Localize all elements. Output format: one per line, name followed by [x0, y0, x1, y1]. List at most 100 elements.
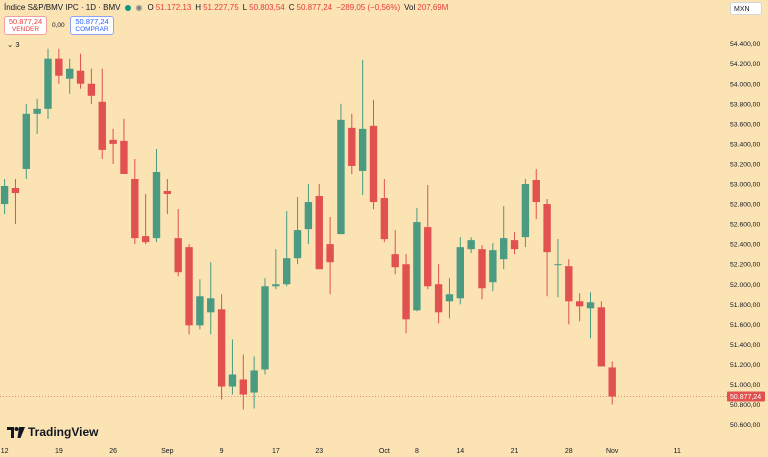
time-axis[interactable]: 12 19 26 Sep 9 17 23 Oct 8 14 21 28 Nov 11 — [1, 448, 681, 455]
price-tick-label: 51.400,00 — [730, 342, 760, 349]
price-tick-label: 52.800,00 — [730, 202, 760, 209]
close-label: C — [288, 3, 295, 12]
candle-up[interactable] — [196, 296, 204, 326]
candle-down[interactable] — [120, 140, 128, 174]
candle-up[interactable] — [283, 258, 291, 285]
price-tick-label: 52.200,00 — [730, 262, 760, 269]
price-tick-label: 52.400,00 — [730, 242, 760, 249]
candle-up[interactable] — [22, 113, 30, 169]
candle-up[interactable] — [304, 202, 313, 230]
candle-down[interactable] — [608, 367, 616, 397]
volume-label: Vol — [404, 3, 416, 12]
time-tick-label: 21 — [511, 448, 519, 455]
candle-down[interactable] — [391, 254, 399, 268]
market-status-icon — [125, 4, 132, 11]
candle-down[interactable] — [543, 204, 551, 253]
candle-up[interactable] — [250, 370, 258, 393]
candle-down[interactable] — [98, 101, 106, 150]
time-tick-label: Nov — [606, 448, 619, 455]
candle-up[interactable] — [500, 238, 508, 260]
price-tick-label: 53.000,00 — [730, 182, 760, 189]
brand-name: TradingView — [28, 425, 99, 439]
candle-up[interactable] — [228, 374, 237, 387]
candle-up[interactable] — [337, 119, 345, 235]
time-tick-label: 28 — [565, 448, 573, 455]
price-tick-label: 51.600,00 — [730, 322, 760, 329]
candle-down[interactable] — [239, 379, 247, 395]
eye-icon[interactable]: ◉ — [135, 3, 143, 12]
price-tick-label: 53.400,00 — [730, 141, 760, 148]
candle-down[interactable] — [326, 244, 334, 263]
candle-down[interactable] — [87, 83, 96, 96]
price-tick-label: 50.600,00 — [730, 422, 760, 429]
candle-down[interactable] — [217, 309, 226, 387]
candle-up[interactable] — [489, 250, 497, 283]
candle-up[interactable] — [293, 230, 302, 259]
candle-down[interactable] — [434, 284, 443, 313]
candle-up[interactable] — [445, 294, 454, 302]
symbol-title[interactable]: Índice S&P/BMV IPC · 1D · BMV — [4, 3, 121, 12]
candle-up[interactable] — [44, 58, 52, 109]
candle-down[interactable] — [380, 198, 389, 240]
high-label: H — [195, 3, 202, 12]
candle-up[interactable] — [272, 284, 280, 287]
candle-down[interactable] — [348, 127, 356, 166]
candle-up[interactable] — [554, 264, 562, 266]
price-tick-label: 52.000,00 — [730, 282, 760, 289]
candle-down[interactable] — [424, 227, 432, 287]
candle-up[interactable] — [521, 184, 530, 238]
time-tick-label: 11 — [674, 448, 681, 455]
candle-down[interactable] — [141, 236, 150, 243]
candle-down[interactable] — [131, 178, 139, 239]
high-value: 51.227,75 — [203, 3, 239, 12]
candle-down[interactable] — [478, 249, 486, 289]
low-label: L — [242, 3, 248, 12]
candle-up[interactable] — [358, 128, 367, 171]
low-value: 50.803,54 — [249, 3, 285, 12]
currency-selector[interactable]: MXN — [730, 2, 762, 15]
candle-down[interactable] — [185, 247, 193, 326]
price-tick-label: 53.800,00 — [730, 101, 760, 108]
candle-down[interactable] — [55, 58, 63, 76]
sell-button[interactable]: 50.877,24 VENDER — [4, 16, 47, 35]
price-tick-label: 51.200,00 — [730, 362, 760, 369]
candle-down[interactable] — [575, 301, 584, 307]
candle-up[interactable] — [207, 298, 215, 313]
buy-button[interactable]: 50.877,24 COMPRAR — [70, 16, 114, 35]
last-price-tag: 50.877,24 — [727, 391, 765, 402]
sell-label: VENDER — [11, 26, 40, 33]
candle-down[interactable] — [597, 307, 606, 367]
price-tick-label: 53.600,00 — [730, 121, 760, 128]
candle-down[interactable] — [315, 196, 323, 270]
candle-down[interactable] — [76, 70, 85, 84]
candle-up[interactable] — [33, 108, 41, 114]
tradingview-logo[interactable]: TradingView — [7, 425, 98, 439]
candle-up[interactable] — [152, 171, 161, 239]
candle-down[interactable] — [402, 264, 410, 320]
time-tick-label: Sep — [161, 448, 174, 455]
close-value: 50.877,24 — [296, 3, 333, 12]
candle-up[interactable] — [456, 247, 464, 299]
price-tick-label: 51.000,00 — [730, 382, 760, 389]
candle-down[interactable] — [174, 238, 182, 273]
price-axis[interactable]: 50.600,00 50.800,00 51.000,00 51.200,00 51.4… — [730, 41, 760, 429]
indicators-toggle[interactable]: ⌄ 3 — [7, 40, 20, 49]
candle-down[interactable] — [163, 191, 172, 195]
volume-value: 207,69M — [417, 3, 449, 12]
candle-down[interactable] — [510, 240, 519, 250]
candle-up[interactable] — [0, 186, 9, 205]
candle-up[interactable] — [467, 240, 475, 250]
candle-up[interactable] — [586, 302, 595, 309]
candle-up[interactable] — [413, 222, 421, 311]
candle-down[interactable] — [369, 125, 378, 203]
candle-down[interactable] — [11, 188, 20, 194]
candles-group[interactable] — [0, 48, 616, 410]
candle-up[interactable] — [66, 68, 74, 79]
candle-down[interactable] — [565, 266, 573, 302]
candle-down[interactable] — [109, 139, 117, 144]
spread-value: 0,00 — [52, 22, 65, 29]
candle-down[interactable] — [532, 179, 540, 203]
time-tick-label: 23 — [315, 448, 323, 455]
candle-up[interactable] — [261, 286, 269, 370]
